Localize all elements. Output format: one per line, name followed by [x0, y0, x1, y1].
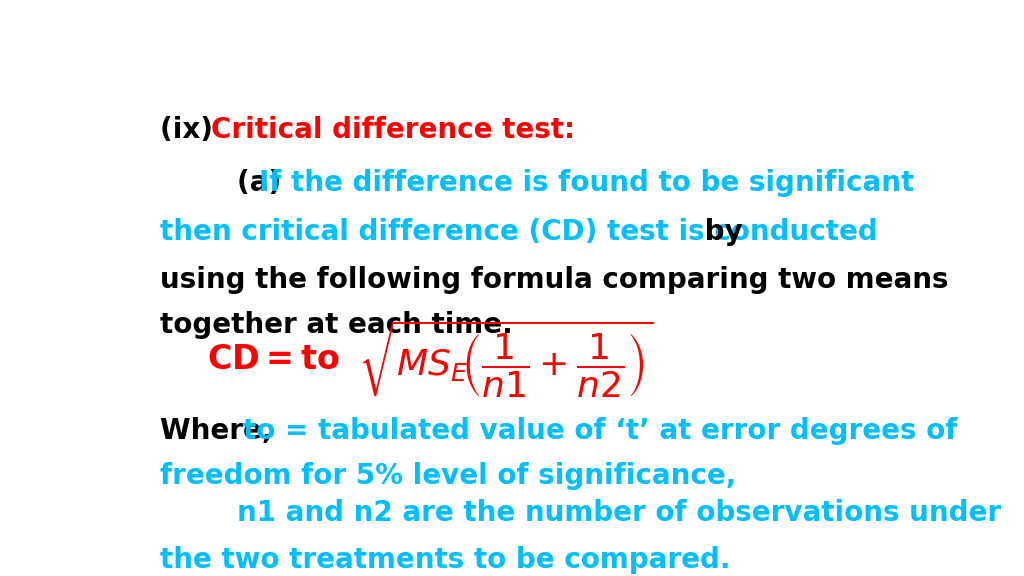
Text: the two treatments to be compared.: the two treatments to be compared. — [160, 546, 730, 574]
Text: Where,: Where, — [160, 417, 282, 445]
Text: $\sqrt{MS_E\!\left(\dfrac{1}{n1}+\dfrac{1}{n2}\right)}$: $\sqrt{MS_E\!\left(\dfrac{1}{n1}+\dfrac{… — [358, 319, 653, 400]
Text: freedom for 5% level of significance,: freedom for 5% level of significance, — [160, 461, 736, 490]
Text: then critical difference (CD) test is conducted: then critical difference (CD) test is co… — [160, 218, 878, 246]
Text: n1 and n2 are the number of observations under: n1 and n2 are the number of observations… — [160, 499, 1000, 528]
Text: $\mathbf{CD = to}$: $\mathbf{CD = to}$ — [207, 343, 340, 376]
Text: If the difference is found to be significant: If the difference is found to be signifi… — [259, 169, 914, 197]
Text: to = tabulated value of ‘t’ at error degrees of: to = tabulated value of ‘t’ at error deg… — [243, 417, 957, 445]
Text: together at each time.: together at each time. — [160, 311, 512, 339]
Text: by: by — [695, 218, 743, 246]
Text: (a): (a) — [160, 169, 291, 197]
Text: (ix): (ix) — [160, 116, 222, 143]
Text: Critical difference test:: Critical difference test: — [211, 116, 575, 143]
Text: using the following formula comparing two means: using the following formula comparing tw… — [160, 267, 948, 294]
